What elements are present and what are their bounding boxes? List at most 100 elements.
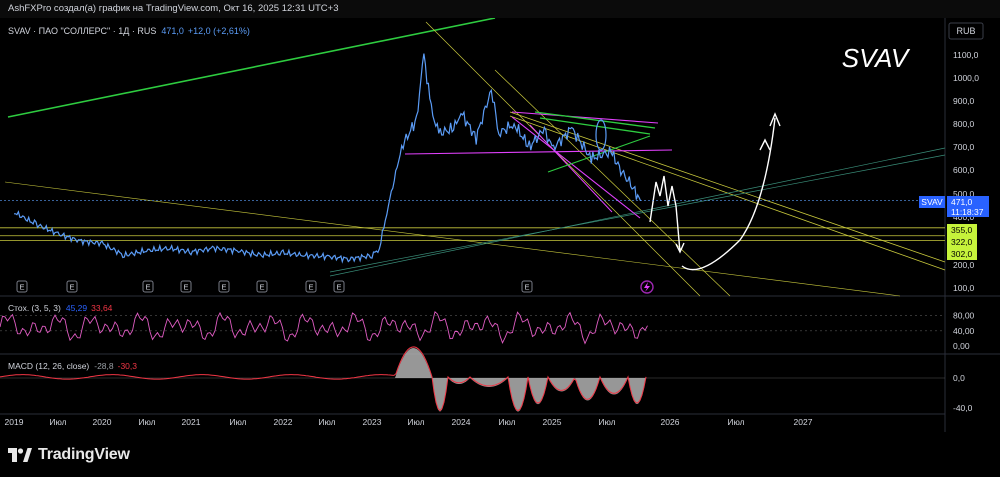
price-tick-label: 700,0	[953, 142, 975, 152]
time-tick-label: 2025	[543, 417, 562, 427]
time-tick-label: 2022	[274, 417, 293, 427]
trendline	[539, 117, 651, 135]
macd-histogram	[528, 378, 548, 405]
forecast-arrowhead-down	[675, 242, 685, 254]
price-label-timer: 11:18:37	[951, 207, 984, 217]
earnings-marker-label: E	[69, 283, 74, 292]
trendline	[534, 111, 656, 129]
stoch-legend: Стох. (3, 5, 3) 45,29 33,64	[8, 303, 113, 313]
level-label-bg	[947, 224, 977, 236]
earnings-marker	[16, 280, 28, 293]
trendline	[511, 111, 659, 124]
currency-box[interactable]	[948, 22, 984, 40]
currency-label: RUB	[956, 26, 975, 36]
trendline	[509, 111, 946, 263]
stoch-tick-label: 0,00	[953, 341, 970, 351]
time-tick-label: 2019	[5, 417, 24, 427]
time-tick-label: Июл	[498, 417, 515, 427]
time-tick-label: 2021	[182, 417, 201, 427]
time-axis: 2019 Июл 2020 Июл 2021 Июл 2022 Июл 2023 Июл 2024 И…	[5, 417, 813, 427]
earnings-marker	[180, 280, 192, 293]
trendline	[404, 149, 673, 155]
tradingview-logo-icon	[8, 448, 32, 462]
level-label-bg	[947, 248, 977, 260]
time-tick-label: 2027	[794, 417, 813, 427]
tradingview-brand: TradingView	[38, 446, 130, 463]
macd-histogram	[575, 378, 600, 401]
macd-legend: MACD (12, 26, close) -28,8 -30,3	[8, 361, 137, 371]
forecast-arrowhead-up	[769, 112, 781, 127]
trendline	[425, 21, 701, 297]
price-label-ticker: SVAV	[921, 197, 943, 207]
earnings-marker	[66, 280, 78, 293]
macd-histogram	[432, 378, 448, 412]
macd-histogram	[395, 348, 432, 378]
current-price-label: SVAV 471,0 11:18:37	[919, 196, 989, 217]
time-tick-label: Июл	[229, 417, 246, 427]
price-tick-label: 100,0	[953, 283, 975, 293]
macd-tick-label: -40,0	[953, 403, 973, 413]
price-tick-label: 900,0	[953, 96, 975, 106]
macd-histogram	[628, 378, 646, 404]
time-tick-label: 2026	[661, 417, 680, 427]
time-tick-label: Июл	[49, 417, 66, 427]
chart-header: AshFXPro создал(а) график на TradingView…	[0, 0, 1000, 18]
time-tick-label: Июл	[407, 417, 424, 427]
level-label: 355,0	[951, 225, 973, 235]
trendline	[7, 17, 496, 118]
chart-svg[interactable]: RUB SVAV · ПАО "СОЛЛЕРС" · 1Д · RUS 471,0…	[0, 17, 1000, 432]
earnings-marker-label: E	[19, 283, 24, 292]
time-tick-label: Июл	[598, 417, 615, 427]
earnings-marker-label: E	[183, 283, 188, 292]
earnings-marker-label: E	[308, 283, 313, 292]
level-label-bg	[947, 236, 977, 248]
earnings-marker	[521, 280, 533, 293]
price-tick-label: 500,0	[953, 189, 975, 199]
macd-histogram	[470, 378, 508, 387]
footer: TradingView	[0, 432, 1000, 477]
level-label: 322,0	[951, 237, 973, 247]
price-label-value: 471,0	[951, 197, 973, 207]
chart-frame[interactable]: RUB SVAV · ПАО "СОЛЛЕРС" · 1Д · RUS 471,0…	[0, 17, 1000, 432]
forecast-arrowhead-mid	[759, 138, 771, 151]
level-label: 302,0	[951, 249, 973, 259]
time-tick-label: 2020	[93, 417, 112, 427]
earnings-marker	[142, 280, 154, 293]
drawing-layer	[0, 17, 946, 297]
time-tick-label: 2023	[363, 417, 382, 427]
price-axis: 1100,01000,0900,0800,0700,0600,0500,0400…	[947, 50, 979, 293]
trendline	[547, 135, 651, 173]
earnings-marker	[305, 280, 317, 293]
lightning-icon[interactable]	[640, 280, 654, 294]
trendline	[494, 69, 731, 297]
price-tick-label: 1000,0	[953, 73, 979, 83]
macd-signal-line	[0, 346, 647, 412]
macd-pane: 0,0 -40,0	[0, 346, 973, 413]
earnings-marker-label: E	[259, 283, 264, 292]
highlight-ellipse	[595, 119, 607, 151]
earnings-marker	[256, 280, 268, 293]
trendline	[329, 154, 946, 273]
time-tick-label: Июл	[727, 417, 744, 427]
tradingview-logo[interactable]: TradingView	[8, 446, 130, 464]
price-tick-label: 1100,0	[953, 50, 979, 60]
stoch-pane: 80,00 40,00 0,00	[0, 311, 975, 351]
macd-histogram	[548, 378, 575, 392]
price-tick-label: 800,0	[953, 119, 975, 129]
macd-histogram	[508, 378, 528, 412]
trendline	[329, 147, 946, 277]
trendline	[511, 116, 641, 219]
price-line	[14, 53, 642, 264]
price-tick-label: 600,0	[953, 165, 975, 175]
earnings-marker	[333, 280, 345, 293]
time-tick-label: Июл	[138, 417, 155, 427]
earnings-marker	[218, 280, 230, 293]
earnings-marker-label: E	[524, 283, 529, 292]
trendline	[529, 124, 613, 213]
symbol-watermark: SVAV	[842, 43, 911, 73]
stoch-tick-label: 40,00	[953, 326, 975, 336]
price-series	[0, 53, 945, 264]
earnings-marker-label: E	[145, 283, 150, 292]
macd-tick-label: 0,0	[953, 373, 965, 383]
